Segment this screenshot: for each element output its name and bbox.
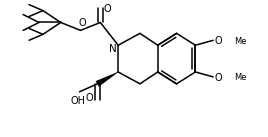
Polygon shape — [96, 72, 118, 86]
Text: O: O — [214, 73, 222, 83]
Text: OH: OH — [70, 96, 85, 106]
Text: O: O — [103, 4, 111, 14]
Text: O: O — [86, 93, 93, 103]
Text: O: O — [214, 36, 222, 46]
Text: N: N — [109, 44, 117, 54]
Text: Me: Me — [234, 37, 247, 46]
Text: O: O — [79, 18, 86, 28]
Text: Me: Me — [234, 73, 247, 82]
